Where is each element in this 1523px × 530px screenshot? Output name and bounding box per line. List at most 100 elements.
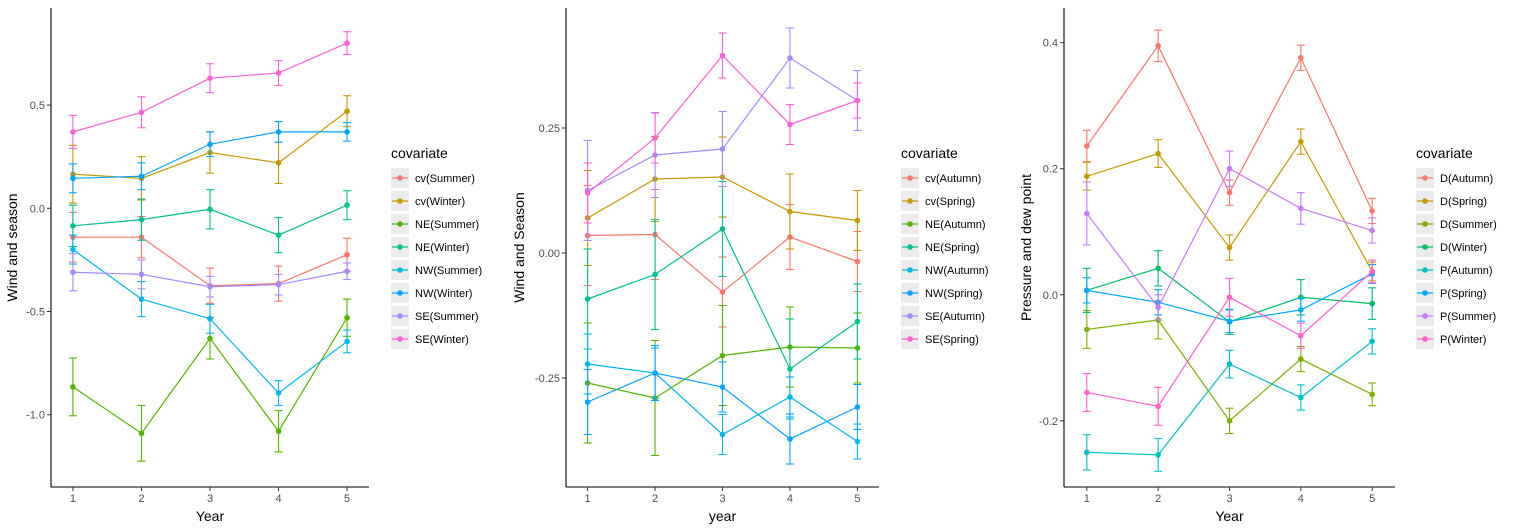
legend-label: P(Summer) — [1440, 311, 1496, 323]
legend-label: cv(Spring) — [925, 196, 975, 208]
data-point — [1084, 287, 1090, 294]
data-point — [1369, 268, 1375, 275]
data-point — [787, 394, 793, 400]
legend-key-point — [397, 198, 403, 204]
x-tick-label: 2 — [138, 493, 144, 505]
data-point — [275, 428, 282, 435]
data-point — [1155, 150, 1161, 157]
series-NW(Summer) — [68, 234, 352, 406]
data-point — [138, 296, 145, 302]
data-point — [1298, 54, 1304, 61]
legend-label: cv(Summer) — [415, 173, 475, 185]
data-point — [138, 109, 145, 116]
legend-label: NE(Summer) — [415, 219, 479, 231]
data-point — [854, 258, 861, 265]
legend-item: P(Spring) — [1416, 283, 1486, 303]
x-axis-title: Year — [196, 508, 225, 524]
data-point — [1298, 307, 1304, 313]
data-point — [719, 384, 726, 390]
data-point — [344, 40, 350, 46]
legend-key-point — [397, 313, 403, 319]
legend: covariate D(Autumn) D(Spring) D(Summer) D(Wi… — [1416, 145, 1497, 349]
legend-item: SE(Autumn) — [901, 306, 985, 326]
data-point — [1298, 332, 1304, 339]
legend-item: cv(Summer) — [391, 168, 475, 188]
data-point — [1369, 300, 1375, 307]
data-point — [1298, 138, 1304, 145]
x-axis-title: Year — [1215, 508, 1244, 524]
y-tick-label: 0.25 — [539, 123, 560, 135]
x-tick-label: 5 — [1369, 493, 1375, 505]
data-point — [1369, 208, 1375, 214]
data-point — [1298, 394, 1304, 401]
data-point — [207, 75, 213, 81]
legend-label: SE(Spring) — [925, 334, 979, 346]
legend-label: P(Winter) — [1440, 334, 1486, 346]
x-tick-label: 3 — [1226, 493, 1232, 505]
data-point — [719, 431, 726, 438]
x-tick-label: 4 — [275, 493, 281, 505]
legend-label: D(Autumn) — [1440, 173, 1493, 185]
data-point — [719, 289, 726, 295]
data-point — [1155, 452, 1161, 458]
x-tick-label: 1 — [70, 493, 76, 505]
legend-item: P(Winter) — [1416, 329, 1486, 349]
data-point — [1084, 173, 1090, 180]
legend-key-point — [1422, 198, 1428, 204]
legend-key-point — [397, 267, 403, 273]
y-tick-label: 0.2 — [1043, 164, 1058, 176]
data-point — [584, 361, 591, 367]
legend-key-point — [397, 244, 403, 250]
legend-label: NW(Spring) — [925, 288, 982, 300]
data-point — [275, 70, 282, 76]
y-tick-label: 0.5 — [30, 100, 45, 112]
legend-key-point — [1422, 290, 1428, 296]
data-point — [1084, 210, 1090, 217]
legend-key-point — [907, 336, 913, 342]
data-point — [275, 160, 282, 166]
y-tick-label: 0.0 — [1043, 290, 1058, 302]
y-axis-title: Wind and Season — [511, 192, 527, 303]
data-point — [344, 268, 350, 275]
y-axis-title: Pressure and dew point — [1018, 174, 1034, 321]
series-SE(Summer) — [68, 253, 352, 298]
legend-label: NE(Winter) — [415, 242, 469, 254]
data-point — [207, 206, 213, 213]
data-point — [1084, 389, 1090, 396]
legend-label: D(Winter) — [1440, 242, 1487, 254]
legend-item: cv(Autumn) — [901, 168, 981, 188]
legend-label: NW(Summer) — [415, 265, 482, 277]
legend-label: D(Summer) — [1440, 219, 1497, 231]
legend-key-point — [907, 290, 913, 296]
data-point — [854, 318, 861, 325]
legend-item: cv(Winter) — [391, 191, 465, 211]
data-point — [1084, 449, 1090, 456]
data-point — [207, 335, 213, 342]
legend-label: NW(Winter) — [415, 288, 472, 300]
data-point — [1226, 244, 1233, 251]
data-point — [854, 438, 861, 445]
data-point — [1155, 265, 1161, 272]
legend-item: cv(Spring) — [901, 191, 975, 211]
legend-title: covariate — [1416, 145, 1473, 161]
data-point — [207, 141, 213, 148]
data-point — [275, 281, 282, 288]
x-tick-label: 1 — [1084, 493, 1090, 505]
data-point — [854, 217, 861, 224]
legend-key-point — [397, 290, 403, 296]
data-point — [584, 296, 591, 302]
data-point — [344, 202, 350, 208]
legend-item: NE(Autumn) — [901, 214, 986, 234]
legend-key-point — [1422, 175, 1428, 181]
data-point — [1226, 294, 1233, 301]
data-point — [1084, 326, 1090, 333]
data-point — [138, 271, 145, 278]
x-tick-label: 5 — [854, 493, 860, 505]
x-tick-label: 4 — [787, 493, 793, 505]
series-D(Autumn) — [1082, 29, 1377, 225]
series-P(Winter) — [1082, 259, 1377, 426]
legend-label: cv(Autumn) — [925, 173, 981, 185]
data-point — [652, 271, 658, 278]
legend-item: D(Summer) — [1416, 214, 1497, 234]
